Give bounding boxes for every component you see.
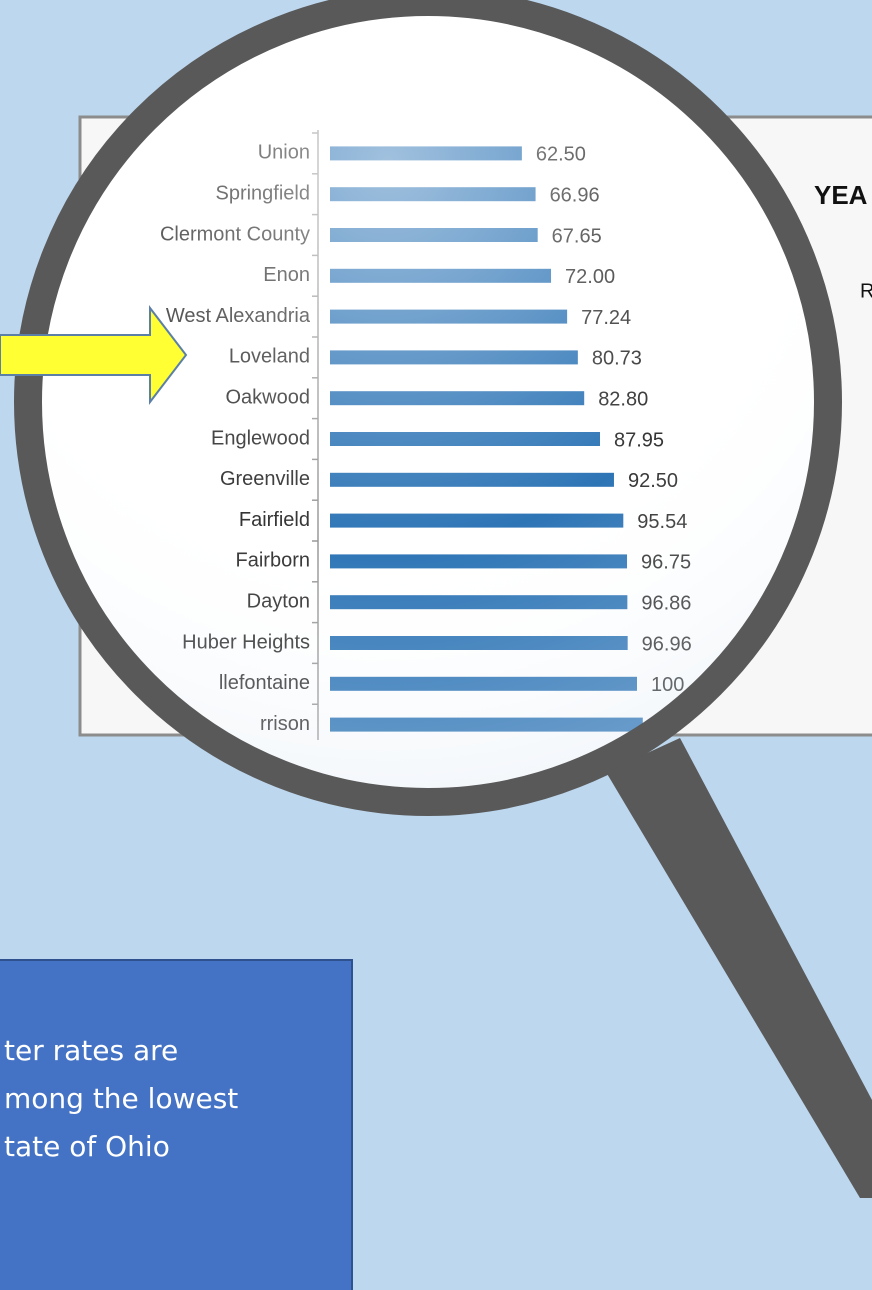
note-line: ter rates are	[4, 1034, 178, 1067]
note-line: mong the lowest	[4, 1082, 238, 1115]
panel-heading: YEA	[814, 180, 868, 210]
lens-glare	[28, 2, 828, 802]
pointer-arrow	[0, 305, 188, 405]
note-box	[0, 959, 353, 1290]
note-line: tate of Ohio	[4, 1130, 170, 1163]
panel-text: R	[860, 280, 872, 302]
magnifier-handle	[606, 738, 872, 1198]
lens-rim	[14, 0, 842, 816]
